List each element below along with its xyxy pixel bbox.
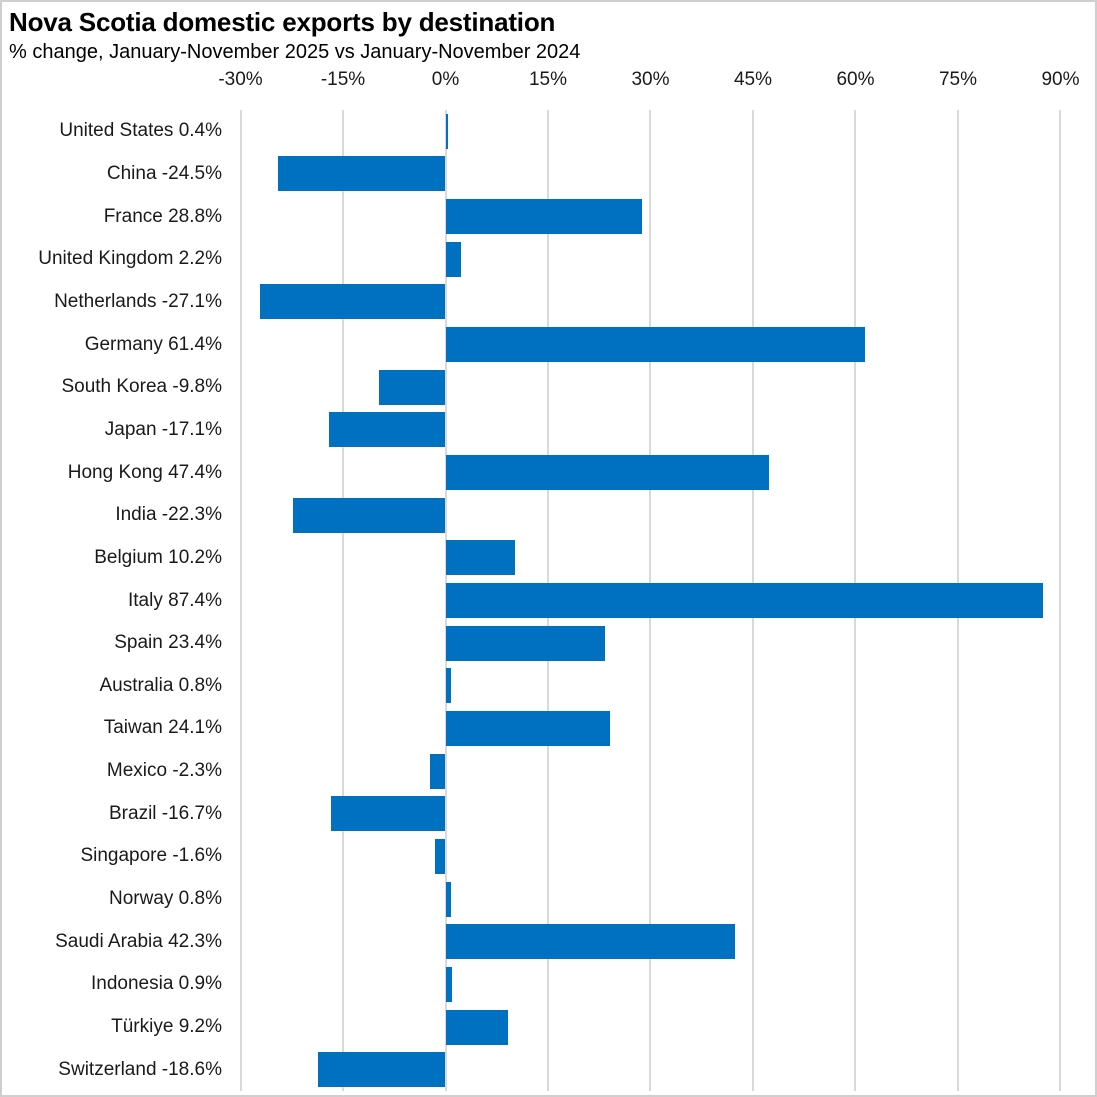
row-label-india: India -22.3%: [115, 504, 222, 526]
bar-netherlands: [260, 284, 446, 320]
row-label-switzerland: Switzerland -18.6%: [58, 1058, 222, 1080]
bar-indonesia: [445, 966, 452, 1002]
bar-united-kingdom: [445, 241, 461, 277]
bar-brazil: [331, 796, 446, 832]
chart-title: Nova Scotia domestic exports by destinat…: [9, 7, 556, 37]
row-label-brazil: Brazil -16.7%: [109, 802, 222, 824]
bar-switzerland: [318, 1052, 446, 1088]
bar-india: [293, 497, 446, 533]
bar-italy: [445, 583, 1043, 618]
row-label-netherlands: Netherlands -27.1%: [54, 290, 222, 312]
x-tick-label: 0%: [431, 69, 460, 90]
row-label-australia: Australia 0.8%: [99, 674, 222, 696]
row-label-united-kingdom: United Kingdom 2.2%: [38, 248, 222, 270]
bar-taiwan: [445, 710, 611, 746]
bar-france: [445, 199, 643, 235]
bar-spain: [445, 625, 606, 661]
row-label-spain: Spain 23.4%: [114, 632, 222, 654]
bar-germany: [445, 327, 866, 363]
bar-japan: [328, 412, 446, 448]
row-label-south-korea: South Korea -9.8%: [61, 376, 222, 398]
row-label-japan: Japan -17.1%: [104, 418, 222, 440]
row-label-belgium: Belgium 10.2%: [94, 546, 222, 568]
x-tick-label: -15%: [320, 69, 366, 90]
row-label-saudi-arabia: Saudi Arabia 42.3%: [55, 930, 222, 952]
row-label-t-rkiye: Türkiye 9.2%: [111, 1016, 222, 1038]
x-tick-label: 30%: [631, 69, 670, 90]
bar-belgium: [445, 540, 516, 576]
bar-norway: [445, 881, 451, 917]
gridline--30: [239, 110, 242, 1091]
x-tick-label: 90%: [1041, 69, 1080, 90]
bar-south-korea: [378, 369, 446, 405]
bar-singapore: [434, 838, 446, 874]
bar-t-rkiye: [445, 1009, 509, 1045]
gridline--15: [342, 110, 344, 1091]
chart-subtitle: % change, January-November 2025 vs Janua…: [9, 41, 581, 63]
row-label-indonesia: Indonesia 0.9%: [91, 973, 222, 995]
row-label-italy: Italy 87.4%: [128, 589, 222, 611]
row-label-hong-kong: Hong Kong 47.4%: [67, 461, 222, 483]
x-tick-label: 15%: [528, 69, 567, 90]
gridline-90: [1059, 110, 1062, 1091]
row-label-mexico: Mexico -2.3%: [106, 760, 222, 782]
x-tick-label: 45%: [733, 69, 772, 90]
row-label-china: China -24.5%: [106, 162, 222, 184]
row-label-taiwan: Taiwan 24.1%: [103, 717, 222, 739]
bar-saudi-arabia: [445, 924, 735, 960]
x-tick-label: 75%: [938, 69, 977, 90]
x-tick-label: -30%: [218, 69, 263, 90]
row-label-norway: Norway 0.8%: [109, 888, 222, 910]
bar-hong-kong: [445, 455, 770, 491]
bar-mexico: [429, 753, 446, 789]
row-label-united-states: United States 0.4%: [59, 120, 222, 142]
row-label-singapore: Singapore -1.6%: [80, 845, 222, 867]
row-label-germany: Germany 61.4%: [84, 333, 222, 355]
bar-united-states: [445, 113, 449, 149]
row-label-france: France 28.8%: [103, 205, 222, 227]
bar-australia: [445, 668, 451, 704]
x-tick-label: 60%: [836, 69, 875, 90]
bar-china: [278, 156, 446, 192]
